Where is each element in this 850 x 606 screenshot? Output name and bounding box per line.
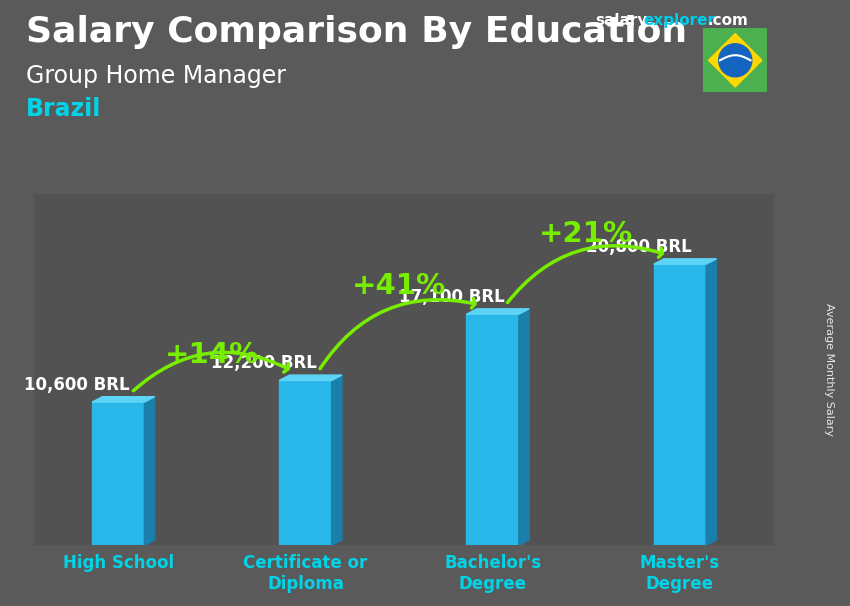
Text: Brazil: Brazil: [26, 97, 101, 121]
Text: explorer: explorer: [643, 13, 716, 28]
Bar: [92, 402, 144, 545]
Bar: [280, 381, 332, 545]
Text: Salary Comparison By Education: Salary Comparison By Education: [26, 15, 687, 49]
Text: salary: salary: [595, 13, 648, 28]
Text: +41%: +41%: [352, 272, 446, 300]
Text: +21%: +21%: [539, 221, 633, 248]
Text: Group Home Manager: Group Home Manager: [26, 64, 286, 88]
Polygon shape: [518, 309, 530, 545]
Text: .com: .com: [707, 13, 748, 28]
Polygon shape: [706, 259, 717, 545]
Text: +14%: +14%: [165, 341, 259, 369]
Text: 20,800 BRL: 20,800 BRL: [586, 238, 692, 256]
Polygon shape: [144, 397, 155, 545]
Circle shape: [719, 44, 751, 77]
Polygon shape: [709, 33, 762, 87]
Text: 10,600 BRL: 10,600 BRL: [25, 376, 130, 394]
Polygon shape: [467, 309, 530, 315]
Polygon shape: [92, 397, 155, 402]
Text: 17,100 BRL: 17,100 BRL: [399, 288, 504, 306]
Polygon shape: [654, 259, 717, 264]
Text: 12,200 BRL: 12,200 BRL: [212, 355, 317, 372]
Bar: [467, 315, 518, 545]
Polygon shape: [280, 375, 342, 381]
Text: Average Monthly Salary: Average Monthly Salary: [824, 303, 834, 436]
Polygon shape: [332, 375, 342, 545]
Bar: [654, 264, 706, 545]
